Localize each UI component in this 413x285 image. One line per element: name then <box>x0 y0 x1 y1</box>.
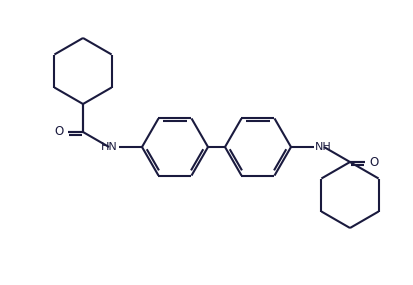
Text: NH: NH <box>314 142 331 152</box>
Text: HN: HN <box>101 142 118 152</box>
Text: O: O <box>368 156 377 168</box>
Text: O: O <box>55 125 64 139</box>
